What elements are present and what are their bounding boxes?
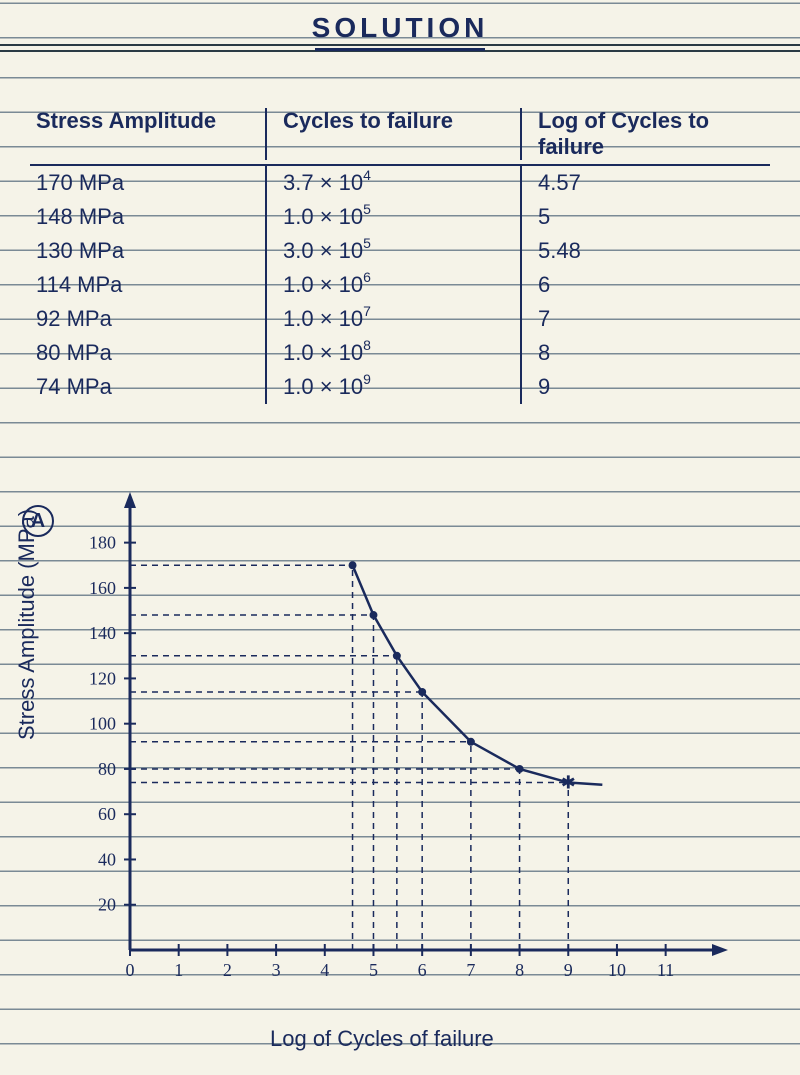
cell-cycles: 1.0 × 105 [265,200,520,234]
svg-text:140: 140 [89,623,116,643]
col-header-cycles: Cycles to failure [265,108,520,160]
table-row: 130 MPa3.0 × 1055.48 [30,234,770,268]
cell-cycles: 1.0 × 108 [265,336,520,370]
svg-text:40: 40 [98,849,116,869]
cell-log: 8 [520,336,770,370]
cell-log: 5.48 [520,234,770,268]
svg-text:160: 160 [89,578,116,598]
svg-text:0: 0 [126,960,135,980]
cell-stress: 114 MPa [30,272,265,298]
table-row: 74 MPa1.0 × 1099 [30,370,770,404]
svg-text:180: 180 [89,533,116,553]
sn-chart: 2040608010012014016018001234567891011✱ S… [70,490,760,1040]
table-row: 80 MPa1.0 × 1088 [30,336,770,370]
col-header-log: Log of Cycles to failure [520,108,770,160]
table-row: 92 MPa1.0 × 1077 [30,302,770,336]
table-header: Stress Amplitude Cycles to failure Log o… [30,108,770,166]
svg-text:6: 6 [418,960,427,980]
svg-text:20: 20 [98,895,116,915]
top-rule-1 [0,44,800,46]
svg-text:1: 1 [174,960,183,980]
col-header-stress: Stress Amplitude [30,108,265,160]
page-title: SOLUTION [312,12,489,44]
svg-text:8: 8 [515,960,524,980]
table-row: 170 MPa3.7 × 1044.57 [30,166,770,200]
svg-text:60: 60 [98,804,116,824]
cell-stress: 170 MPa [30,170,265,196]
cell-log: 7 [520,302,770,336]
svg-text:3: 3 [272,960,281,980]
cell-cycles: 3.7 × 104 [265,166,520,200]
cell-stress: 130 MPa [30,238,265,264]
cell-cycles: 1.0 × 107 [265,302,520,336]
svg-text:2: 2 [223,960,232,980]
cell-cycles: 3.0 × 105 [265,234,520,268]
svg-text:7: 7 [466,960,475,980]
svg-text:120: 120 [89,668,116,688]
cell-stress: 80 MPa [30,340,265,366]
cell-log: 4.57 [520,166,770,200]
svg-text:4: 4 [320,960,329,980]
cell-cycles: 1.0 × 109 [265,370,520,404]
svg-text:80: 80 [98,759,116,779]
table-row: 114 MPa1.0 × 1066 [30,268,770,302]
cell-stress: 92 MPa [30,306,265,332]
table-row: 148 MPa1.0 × 1055 [30,200,770,234]
table-body: 170 MPa3.7 × 1044.57148 MPa1.0 × 1055130… [30,166,770,404]
title-underline [315,48,485,51]
svg-text:100: 100 [89,714,116,734]
y-axis-label: Stress Amplitude (MPa) [14,509,40,740]
x-axis-label: Log of Cycles of failure [270,1026,494,1052]
svg-text:11: 11 [657,960,674,980]
svg-text:10: 10 [608,960,626,980]
cell-stress: 74 MPa [30,374,265,400]
data-table: Stress Amplitude Cycles to failure Log o… [30,108,770,404]
svg-text:9: 9 [564,960,573,980]
cell-log: 5 [520,200,770,234]
cell-cycles: 1.0 × 106 [265,268,520,302]
svg-text:5: 5 [369,960,378,980]
cell-log: 9 [520,370,770,404]
cell-stress: 148 MPa [30,204,265,230]
cell-log: 6 [520,268,770,302]
svg-text:✱: ✱ [561,773,576,793]
